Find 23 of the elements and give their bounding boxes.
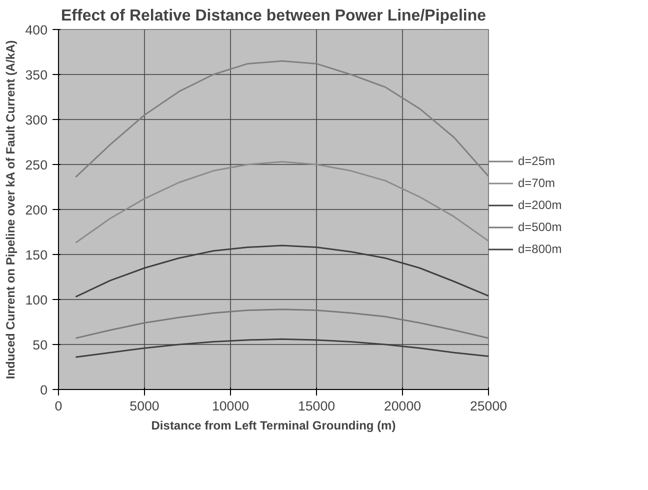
y-tick-label: 350: [25, 68, 48, 82]
x-tick-label: 0: [54, 398, 62, 414]
legend-label: d=200m: [518, 198, 562, 212]
y-tick-label: 400: [25, 22, 48, 38]
legend-label: d=70m: [518, 176, 556, 190]
x-tick-label: 25000: [470, 398, 508, 414]
legend-label: d=800m: [518, 242, 562, 256]
y-tick-label: 150: [25, 248, 48, 262]
x-tick-label: 10000: [212, 398, 250, 414]
legend-label: d=500m: [518, 220, 562, 234]
y-tick-label: 50: [32, 338, 48, 352]
legend-label: d=25m: [518, 154, 556, 168]
x-axis-title: Distance from Left Terminal Grounding (m): [151, 418, 396, 432]
y-tick-label: 0: [40, 382, 48, 398]
y-tick-label: 300: [25, 112, 48, 128]
x-tick-label: 20000: [384, 398, 422, 414]
y-tick-label: 100: [25, 292, 48, 308]
x-tick-label: 5000: [130, 398, 160, 414]
y-axis-title: Induced Current on Pipeline over kA of Fault Current (A/kA): [3, 40, 18, 380]
chart-title: Effect of Relative Distance between Power Line/Pipeline: [60, 8, 486, 24]
x-tick-label: 15000: [298, 398, 336, 414]
y-tick-label: 250: [25, 158, 48, 172]
y-tick-label: 200: [25, 202, 48, 218]
